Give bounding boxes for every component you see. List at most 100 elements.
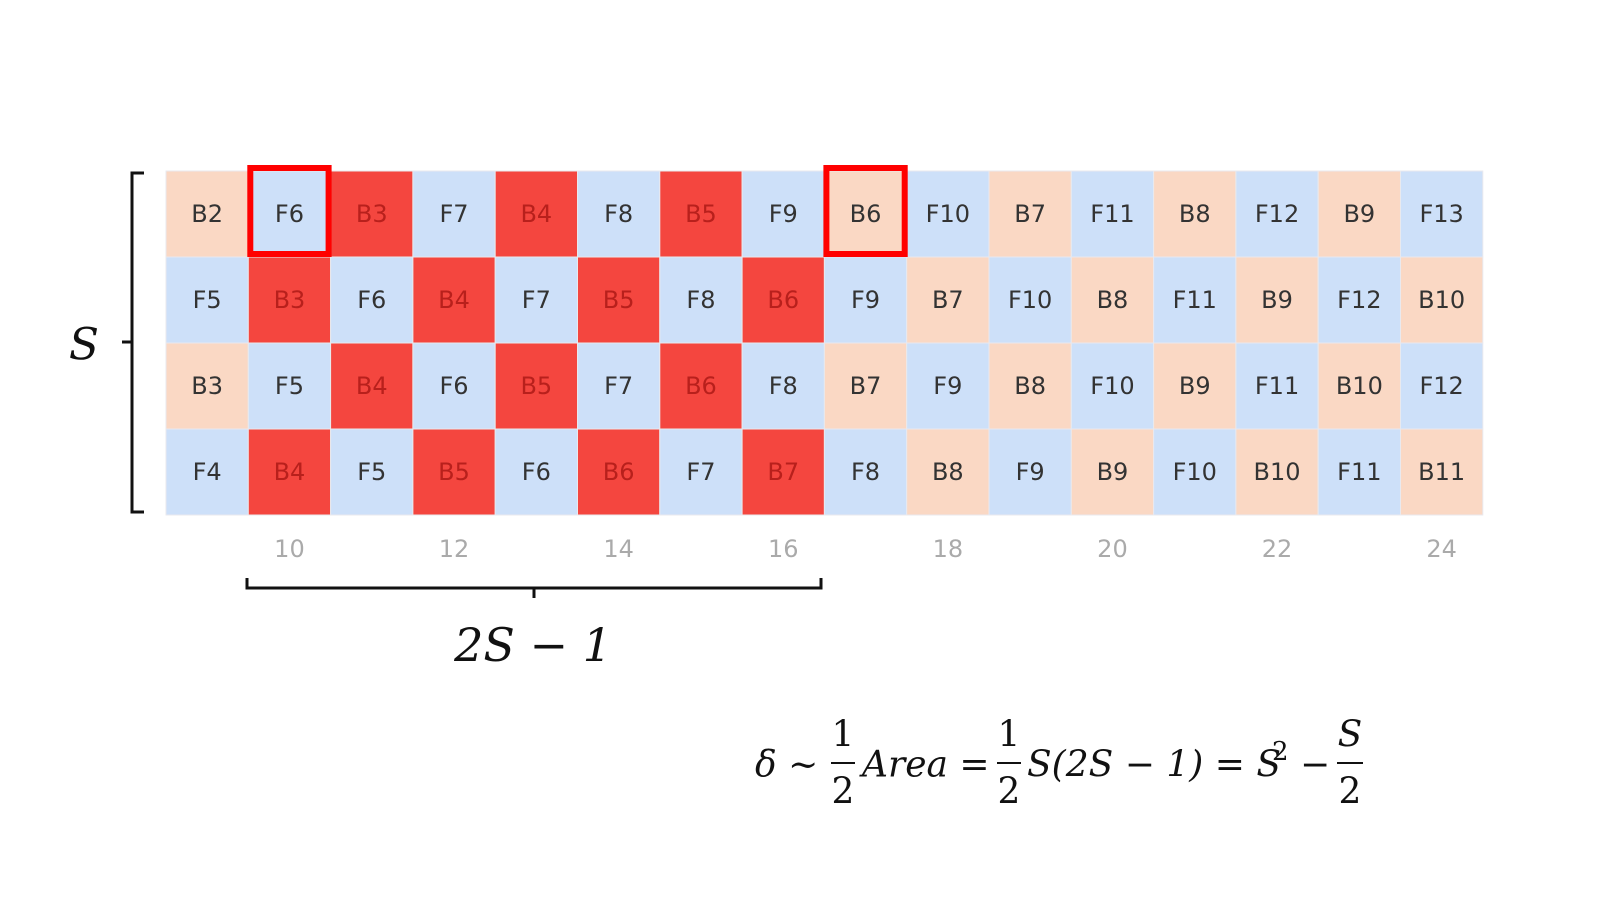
cell: [906, 428, 990, 516]
column-label: 10: [274, 535, 305, 563]
cell-label: F5: [357, 458, 386, 486]
cell: [330, 342, 414, 430]
cell-label: F6: [440, 372, 469, 400]
fraction-denominator: 2: [998, 772, 1021, 813]
cell: [823, 256, 908, 344]
formula-middle: S(2S − 1) = S: [1027, 745, 1281, 786]
cell-label: F9: [933, 372, 962, 400]
column-label: 12: [439, 535, 470, 563]
cell: [741, 170, 825, 258]
cell-label: F11: [1255, 372, 1299, 400]
span-label: 2S − 1: [453, 618, 612, 672]
column-label: 14: [603, 535, 634, 563]
cell-label: B10: [1418, 286, 1465, 314]
cell-label: B5: [520, 372, 552, 400]
cell-label: F10: [1090, 372, 1134, 400]
cell-label: B3: [356, 200, 388, 228]
cell-label: B4: [274, 458, 306, 486]
cell: [741, 428, 825, 516]
cell: [1070, 170, 1155, 258]
formula-area: Area =: [859, 745, 990, 786]
column-label: 24: [1426, 535, 1457, 563]
formula-lhs: δ ∼: [755, 745, 818, 786]
cell: [577, 342, 661, 430]
cell-label: B9: [1261, 286, 1293, 314]
cell: [247, 428, 332, 516]
cell-label: B3: [274, 286, 306, 314]
cell: [906, 170, 990, 258]
cell: [823, 342, 908, 430]
cell: [1400, 256, 1484, 344]
cell: [330, 256, 414, 344]
cell-label: B5: [685, 200, 717, 228]
cell-label: B9: [1343, 200, 1375, 228]
highlight-box: [823, 165, 908, 257]
cell-label: F13: [1419, 200, 1463, 228]
cell-label: B10: [1336, 372, 1383, 400]
cell-label: F6: [357, 286, 386, 314]
cell: [988, 428, 1072, 516]
cell: [165, 256, 249, 344]
cell-label: B4: [438, 286, 470, 314]
column-label: 18: [933, 535, 964, 563]
cell: [823, 428, 908, 516]
cell: [1235, 428, 1319, 516]
cell: [1400, 342, 1484, 430]
cell-label: F7: [686, 458, 715, 486]
cell-label: B7: [850, 372, 882, 400]
cell-label: F10: [1008, 286, 1052, 314]
cell: [247, 256, 332, 344]
cell: [906, 342, 990, 430]
cell-label: B8: [1179, 200, 1211, 228]
fraction-denominator: 2: [1339, 772, 1362, 813]
column-label: 16: [768, 535, 799, 563]
column-label: 20: [1097, 535, 1128, 563]
cell-label: F8: [851, 458, 880, 486]
cell: [1235, 342, 1319, 430]
cell: [906, 256, 990, 344]
cell: [1317, 170, 1401, 258]
cell-label: B5: [438, 458, 470, 486]
cell: [1153, 170, 1237, 258]
cell: [330, 428, 414, 516]
cell-label: F12: [1255, 200, 1299, 228]
cell-label: B6: [767, 286, 799, 314]
cell: [659, 256, 743, 344]
cell: [1317, 342, 1401, 430]
cell-label: F10: [1173, 458, 1217, 486]
cell-label: B8: [1014, 372, 1046, 400]
formula-exponent: 2: [1272, 737, 1289, 767]
cell: [412, 342, 496, 430]
cell: [1153, 342, 1237, 430]
cell: [1235, 256, 1319, 344]
cell-label: B7: [767, 458, 799, 486]
cell-label: F10: [926, 200, 970, 228]
cell: [165, 428, 249, 516]
cell: [1400, 428, 1484, 516]
cell-label: B3: [191, 372, 223, 400]
fraction-numerator: S: [1338, 715, 1363, 756]
cell-label: F4: [193, 458, 222, 486]
cell: [330, 170, 414, 258]
cell: [659, 170, 743, 258]
column-label: 22: [1262, 535, 1293, 563]
cell-label: B5: [603, 286, 635, 314]
cell-label: F11: [1090, 200, 1134, 228]
cell: [1317, 256, 1401, 344]
cell: [659, 342, 743, 430]
cell: [165, 170, 249, 258]
cell-label: B4: [520, 200, 552, 228]
cell-label: F6: [522, 458, 551, 486]
formula: δ ∼ 1 2 Area = 1 2 S(2S − 1) = S 2 − S 2: [755, 715, 1363, 813]
cell-label: F12: [1419, 372, 1463, 400]
row-bracket: [122, 171, 144, 514]
span-brace: [245, 578, 823, 598]
cell-label: F9: [769, 200, 798, 228]
cell-label: F9: [851, 286, 880, 314]
rows-label: S: [69, 320, 99, 371]
cell-label: B6: [685, 372, 717, 400]
cell-label: B11: [1418, 458, 1465, 486]
cell-label: B9: [1097, 458, 1129, 486]
cell: [988, 342, 1072, 430]
